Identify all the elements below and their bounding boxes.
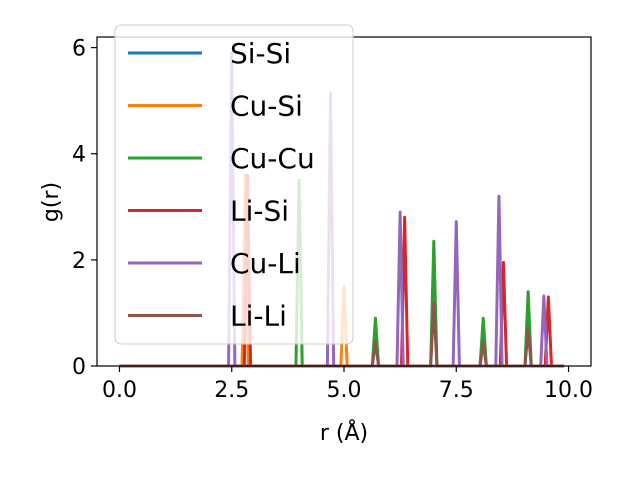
legend-box [114,24,354,345]
x-tick-label: 7.5 [439,378,474,403]
legend-label-cu-li: Cu-Li [230,247,301,280]
y-tick-label: 6 [72,37,86,62]
y-tick-label: 2 [72,249,86,274]
legend: Si-Si Cu-Si Cu-Cu Li-Si Cu-Li Li-Li [114,24,354,345]
x-axis: 0.0 2.5 5.0 7.5 10.0 [102,366,593,403]
y-axis-label: g(r) [39,182,64,222]
y-tick-label: 4 [72,143,86,168]
legend-label-cu-cu: Cu-Cu [230,142,315,175]
x-tick-label: 0.0 [102,378,137,403]
x-tick-label: 10.0 [544,378,593,403]
x-tick-label: 5.0 [327,378,362,403]
x-tick-label: 2.5 [214,378,249,403]
legend-label-li-li: Li-Li [230,300,287,333]
y-tick-label: 0 [72,355,86,380]
y-axis: 0 2 4 6 [72,37,97,380]
legend-label-li-si: Li-Si [230,195,289,228]
legend-label-cu-si: Cu-Si [230,90,303,123]
legend-label-si-si: Si-Si [230,37,291,70]
x-axis-label: r (Å) [320,419,368,446]
